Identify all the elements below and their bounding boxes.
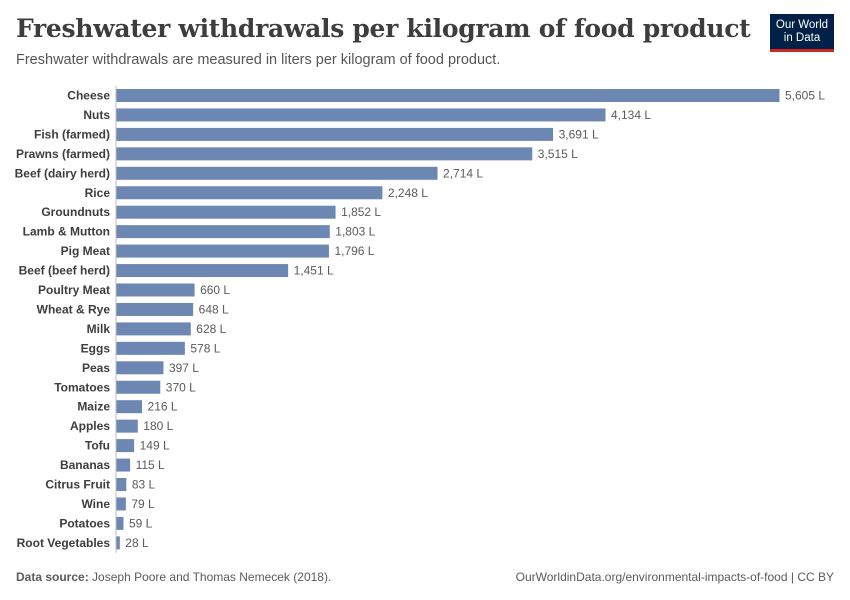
value-label-groundnuts: 1,852 L bbox=[341, 205, 381, 219]
value-label-citrus-fruit: 83 L bbox=[132, 478, 156, 492]
category-label-poultry-meat: Poultry Meat bbox=[38, 283, 110, 297]
category-label-root-vegetables: Root Vegetables bbox=[17, 536, 111, 550]
category-label-beef-dairy-herd: Beef (dairy herd) bbox=[15, 166, 110, 180]
bar-poultry-meat[interactable] bbox=[116, 283, 195, 297]
category-label-citrus-fruit: Citrus Fruit bbox=[45, 478, 110, 492]
value-label-lamb-mutton: 1,803 L bbox=[335, 225, 375, 239]
value-label-wheat-rye: 648 L bbox=[199, 302, 229, 316]
bar-tofu[interactable] bbox=[116, 439, 135, 453]
value-label-apples: 180 L bbox=[143, 419, 173, 433]
category-label-maize: Maize bbox=[77, 400, 110, 414]
value-label-wine: 79 L bbox=[131, 497, 155, 511]
category-label-groundnuts: Groundnuts bbox=[41, 205, 110, 219]
bar-cheese[interactable] bbox=[116, 89, 780, 102]
value-label-fish-farmed: 3,691 L bbox=[559, 127, 599, 141]
category-label-prawns-farmed: Prawns (farmed) bbox=[16, 147, 110, 161]
category-label-fish-farmed: Fish (farmed) bbox=[34, 127, 110, 141]
category-label-lamb-mutton: Lamb & Mutton bbox=[23, 225, 110, 239]
data-source-text: Joseph Poore and Thomas Nemecek (2018). bbox=[92, 570, 332, 584]
bar-beef-dairy-herd[interactable] bbox=[116, 166, 438, 180]
bar-maize[interactable] bbox=[116, 400, 143, 414]
category-label-wheat-rye: Wheat & Rye bbox=[37, 302, 111, 316]
bar-pig-meat[interactable] bbox=[116, 244, 329, 258]
value-label-root-vegetables: 28 L bbox=[125, 536, 149, 550]
value-label-beef-beef-herd: 1,451 L bbox=[294, 264, 334, 278]
value-label-milk: 628 L bbox=[196, 322, 226, 336]
logo-line-2: in Data bbox=[783, 32, 821, 44]
category-label-pig-meat: Pig Meat bbox=[61, 244, 110, 258]
value-label-nuts: 4,134 L bbox=[611, 108, 651, 122]
category-labels-group: Cheese Nuts Fish (farmed) Prawns (farmed) Be… bbox=[15, 89, 111, 550]
value-label-poultry-meat: 660 L bbox=[200, 283, 230, 297]
category-label-wine: Wine bbox=[81, 497, 110, 511]
source-url-link[interactable]: OurWorldinData.org/environmental-impacts… bbox=[515, 570, 834, 584]
bar-lamb-mutton[interactable] bbox=[116, 225, 330, 239]
bar-milk[interactable] bbox=[116, 322, 191, 336]
category-label-potatoes: Potatoes bbox=[59, 516, 110, 530]
category-label-nuts: Nuts bbox=[83, 108, 110, 122]
bar-potatoes[interactable] bbox=[116, 516, 124, 530]
bar-rice[interactable] bbox=[116, 186, 383, 200]
owid-logo[interactable]: Our World in Data bbox=[770, 14, 834, 52]
bar-wine[interactable] bbox=[116, 497, 126, 511]
value-label-cheese: 5,605 L bbox=[785, 89, 825, 103]
chart-title: Freshwater withdrawals per kilogram of f… bbox=[16, 14, 751, 43]
value-label-rice: 2,248 L bbox=[388, 186, 428, 200]
bar-citrus-fruit[interactable] bbox=[116, 478, 127, 491]
bar-prawns-farmed[interactable] bbox=[116, 147, 533, 161]
bar-root-vegetables[interactable] bbox=[116, 536, 120, 550]
data-source-label: Data source: bbox=[16, 570, 89, 584]
bar-apples[interactable] bbox=[116, 419, 138, 433]
category-label-beef-beef-herd: Beef (beef herd) bbox=[19, 264, 110, 278]
data-source: Data source: Joseph Poore and Thomas Nem… bbox=[16, 570, 331, 584]
value-label-eggs: 578 L bbox=[190, 341, 220, 355]
category-label-apples: Apples bbox=[70, 419, 110, 433]
bar-chart: Cheese Nuts Fish (farmed) Prawns (farmed) Be… bbox=[15, 86, 825, 553]
bar-peas[interactable] bbox=[116, 361, 164, 375]
category-label-cheese: Cheese bbox=[67, 89, 110, 103]
value-label-bananas: 115 L bbox=[136, 458, 165, 472]
bar-nuts[interactable] bbox=[116, 108, 606, 122]
value-label-peas: 397 L bbox=[169, 361, 199, 375]
bar-tomatoes[interactable] bbox=[116, 380, 161, 394]
category-label-eggs: Eggs bbox=[81, 341, 111, 355]
chart-subtitle: Freshwater withdrawals are measured in l… bbox=[16, 52, 501, 68]
category-label-tofu: Tofu bbox=[85, 439, 110, 453]
category-label-bananas: Bananas bbox=[60, 458, 110, 472]
value-label-potatoes: 59 L bbox=[129, 516, 153, 530]
value-label-tofu: 149 L bbox=[140, 439, 170, 453]
value-label-beef-dairy-herd: 2,714 L bbox=[443, 166, 483, 180]
value-label-maize: 216 L bbox=[148, 400, 178, 414]
bar-bananas[interactable] bbox=[116, 458, 131, 472]
bars-group bbox=[116, 89, 780, 550]
category-label-tomatoes: Tomatoes bbox=[54, 380, 110, 394]
value-label-prawns-farmed: 3,515 L bbox=[538, 147, 578, 161]
category-label-milk: Milk bbox=[87, 322, 111, 336]
value-label-tomatoes: 370 L bbox=[166, 380, 196, 394]
category-label-rice: Rice bbox=[85, 186, 111, 200]
bar-beef-beef-herd[interactable] bbox=[116, 264, 289, 278]
logo-line-1: Our World bbox=[775, 19, 829, 31]
category-label-peas: Peas bbox=[82, 361, 110, 375]
bar-eggs[interactable] bbox=[116, 341, 185, 355]
bar-wheat-rye[interactable] bbox=[116, 302, 194, 316]
value-labels-group: 5,605 L 4,134 L 3,691 L 3,515 L 2,714 L 2,248… bbox=[125, 89, 825, 550]
bar-fish-farmed[interactable] bbox=[116, 127, 554, 141]
value-label-pig-meat: 1,796 L bbox=[334, 244, 374, 258]
bar-groundnuts[interactable] bbox=[116, 205, 336, 219]
